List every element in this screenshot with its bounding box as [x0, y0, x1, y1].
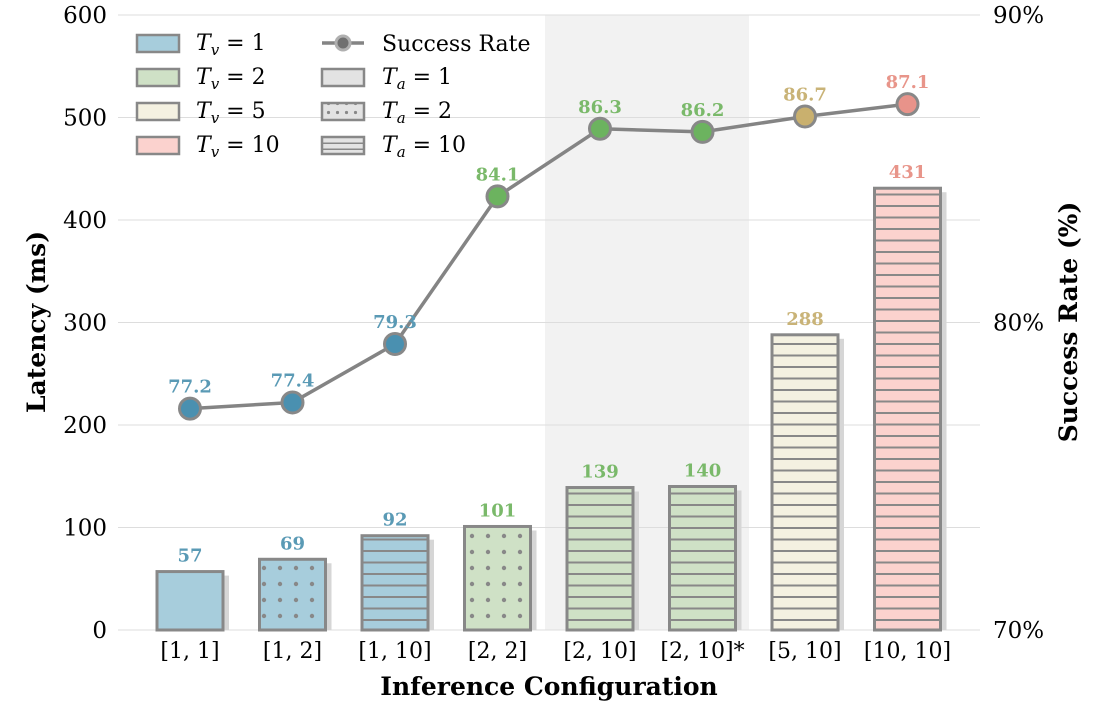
y-tick-label: 400	[63, 208, 107, 234]
x-tick-label: [2, 10]	[563, 639, 636, 664]
bar-value-label: 101	[479, 500, 517, 521]
y-axis-ticks: 0 100 200 300 400 500 600	[63, 3, 107, 644]
success-rate-point	[485, 184, 510, 209]
success-rate-point	[895, 92, 920, 117]
success-rate-label: 86.7	[783, 84, 827, 105]
legend-swatch-pattern	[322, 137, 364, 154]
y-tick-label: 100	[63, 516, 107, 542]
bar-value-label: 57	[177, 546, 202, 567]
x-tick-label: [1, 2]	[263, 639, 322, 664]
success-rate-points	[178, 92, 920, 421]
bar-pattern-lines	[362, 535, 428, 630]
legend-marker	[334, 34, 352, 52]
y-tick-label: 600	[63, 3, 107, 29]
legend-label: Tv = 5	[196, 99, 266, 127]
legend-label: Tv = 2	[196, 65, 266, 93]
x-tick-label: [1, 10]	[358, 639, 431, 664]
bar-value-label: 139	[581, 462, 619, 483]
y-tick-label: 200	[63, 413, 107, 439]
legend-swatch-tv	[135, 101, 181, 122]
success-rate-label: 86.2	[681, 100, 725, 121]
bar-pattern-dots	[259, 559, 326, 630]
y-tick-label: 0	[92, 618, 107, 644]
y2-tick-label: 70%	[993, 618, 1044, 644]
x-tick-label: [2, 10]*	[660, 639, 744, 664]
success-rate-label: 79.3	[373, 312, 417, 333]
bar-outline	[360, 534, 430, 632]
legend-label: Ta = 10	[382, 133, 466, 161]
bar-outline	[668, 485, 737, 632]
y2-tick-label: 90%	[993, 3, 1044, 29]
bar-outline	[873, 186, 942, 632]
bars	[155, 186, 947, 632]
legend-label: Tv = 1	[196, 31, 266, 59]
bar-value-label: 431	[889, 162, 927, 183]
legend-swatch-tv	[135, 135, 181, 156]
y-tick-label: 300	[63, 311, 107, 337]
x-axis-ticks: [1, 1] [1, 2] [1, 10] [2, 2] [2, 10] [2, 10]*…	[160, 639, 951, 664]
bar-outline	[565, 486, 635, 632]
x-tick-label: [1, 1]	[160, 639, 219, 664]
y-axis-title: Latency (ms)	[22, 231, 51, 413]
bar-outline	[155, 570, 225, 632]
legend-label-success-rate: Success Rate	[382, 32, 531, 57]
bar-pattern-lines	[669, 486, 736, 630]
legend-swatch-outline	[320, 67, 366, 88]
bar-value-label: 140	[684, 461, 722, 482]
latency-bar	[157, 571, 223, 630]
legend-swatch-outline	[320, 101, 366, 122]
bar-outline	[258, 557, 327, 632]
bar-value-label: 92	[382, 510, 407, 531]
success-rate-point	[383, 332, 407, 357]
legend-label: Ta = 2	[382, 99, 452, 127]
success-rate-labels: 77.2 77.4 79.3 84.1 86.3 86.2 86.7 87.1	[168, 72, 929, 397]
success-rate-point	[690, 119, 715, 144]
x-tick-label: [2, 2]	[468, 639, 527, 664]
bar-outline	[770, 333, 840, 632]
y2-tick-label: 80%	[993, 311, 1044, 337]
success-rate-label: 87.1	[886, 72, 930, 93]
bar-value-label: 288	[786, 309, 824, 330]
bar-pattern-dots	[464, 526, 531, 630]
success-rate-label: 86.3	[578, 97, 622, 118]
legend-swatch-tv	[135, 67, 181, 88]
success-rate-label: 77.4	[271, 370, 315, 391]
bar-outline	[463, 524, 532, 632]
x-tick-label: [5, 10]	[768, 639, 841, 664]
success-rate-point	[280, 390, 305, 415]
y2-axis-ticks: 70% 80% 90%	[993, 3, 1044, 644]
legend-label: Ta = 1	[382, 65, 452, 93]
legend: Tv = 1 Tv = 2 Tv = 5 Tv = 10 Success Rate Ta …	[135, 31, 531, 161]
bar-pattern-lines	[567, 487, 633, 630]
success-rate-point	[793, 104, 817, 129]
bar-value-label: 69	[280, 533, 305, 554]
bar-pattern-lines	[772, 334, 838, 630]
bar-pattern-lines	[874, 188, 941, 630]
legend-swatch-pattern	[322, 103, 364, 120]
bar-value-labels: 57 69 92 101 139 140 288 431	[177, 162, 926, 566]
y2-axis-title: Success Rate (%)	[1054, 202, 1083, 443]
success-rate-point	[588, 116, 612, 141]
legend-label: Tv = 10	[196, 133, 280, 161]
legend-swatch-ta	[322, 69, 364, 86]
y-tick-label: 500	[63, 106, 107, 132]
success-rate-label: 84.1	[476, 164, 520, 185]
x-axis-title: Inference Configuration	[380, 672, 717, 701]
success-rate-line	[189, 102, 908, 411]
legend-swatch-outline	[320, 135, 366, 156]
legend-swatch-tv	[135, 33, 181, 54]
x-tick-label: [10, 10]	[864, 639, 951, 664]
success-rate-label: 77.2	[168, 377, 212, 398]
success-rate-point	[178, 396, 202, 421]
